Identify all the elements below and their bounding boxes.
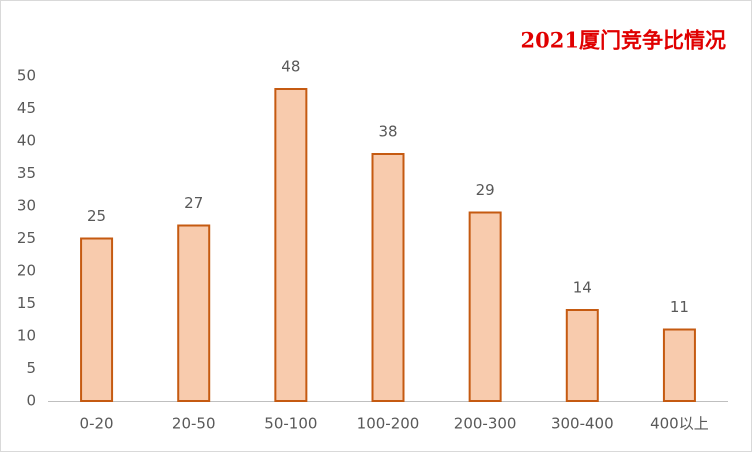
y-tick-label: 25 xyxy=(17,229,36,247)
data-label: 29 xyxy=(476,181,495,199)
y-tick-label: 35 xyxy=(17,164,36,182)
x-tick-label: 300-400 xyxy=(551,415,614,433)
y-tick-label: 30 xyxy=(17,197,36,215)
x-tick-label: 20-50 xyxy=(172,415,216,433)
bar xyxy=(177,224,211,402)
y-tick-label: 5 xyxy=(26,359,36,377)
y-tick-label: 40 xyxy=(17,132,36,150)
bar xyxy=(274,88,308,402)
y-tick-label: 10 xyxy=(17,327,36,345)
data-label: 48 xyxy=(281,58,300,76)
data-label: 38 xyxy=(378,123,397,141)
data-label: 25 xyxy=(87,207,106,225)
bar xyxy=(662,328,696,402)
x-tick-label: 100-200 xyxy=(357,415,420,433)
y-tick-label: 15 xyxy=(17,294,36,312)
chart-title: 2021厦门竞争比情况 xyxy=(521,28,726,53)
bar xyxy=(371,153,405,402)
data-label: 27 xyxy=(184,194,203,212)
x-tick-label: 400以上 xyxy=(650,415,709,433)
bar xyxy=(565,309,599,402)
x-tick-label: 0-20 xyxy=(80,415,114,433)
data-label: 14 xyxy=(573,279,592,297)
y-tick-label: 20 xyxy=(17,262,36,280)
y-tick-label: 45 xyxy=(17,99,36,117)
data-label: 11 xyxy=(670,298,689,316)
x-tick-label: 200-300 xyxy=(454,415,517,433)
y-tick-label: 50 xyxy=(17,67,36,85)
x-tick-label: 50-100 xyxy=(264,415,317,433)
y-tick-label: 0 xyxy=(26,392,36,410)
bar xyxy=(80,237,114,402)
bar xyxy=(468,211,502,402)
